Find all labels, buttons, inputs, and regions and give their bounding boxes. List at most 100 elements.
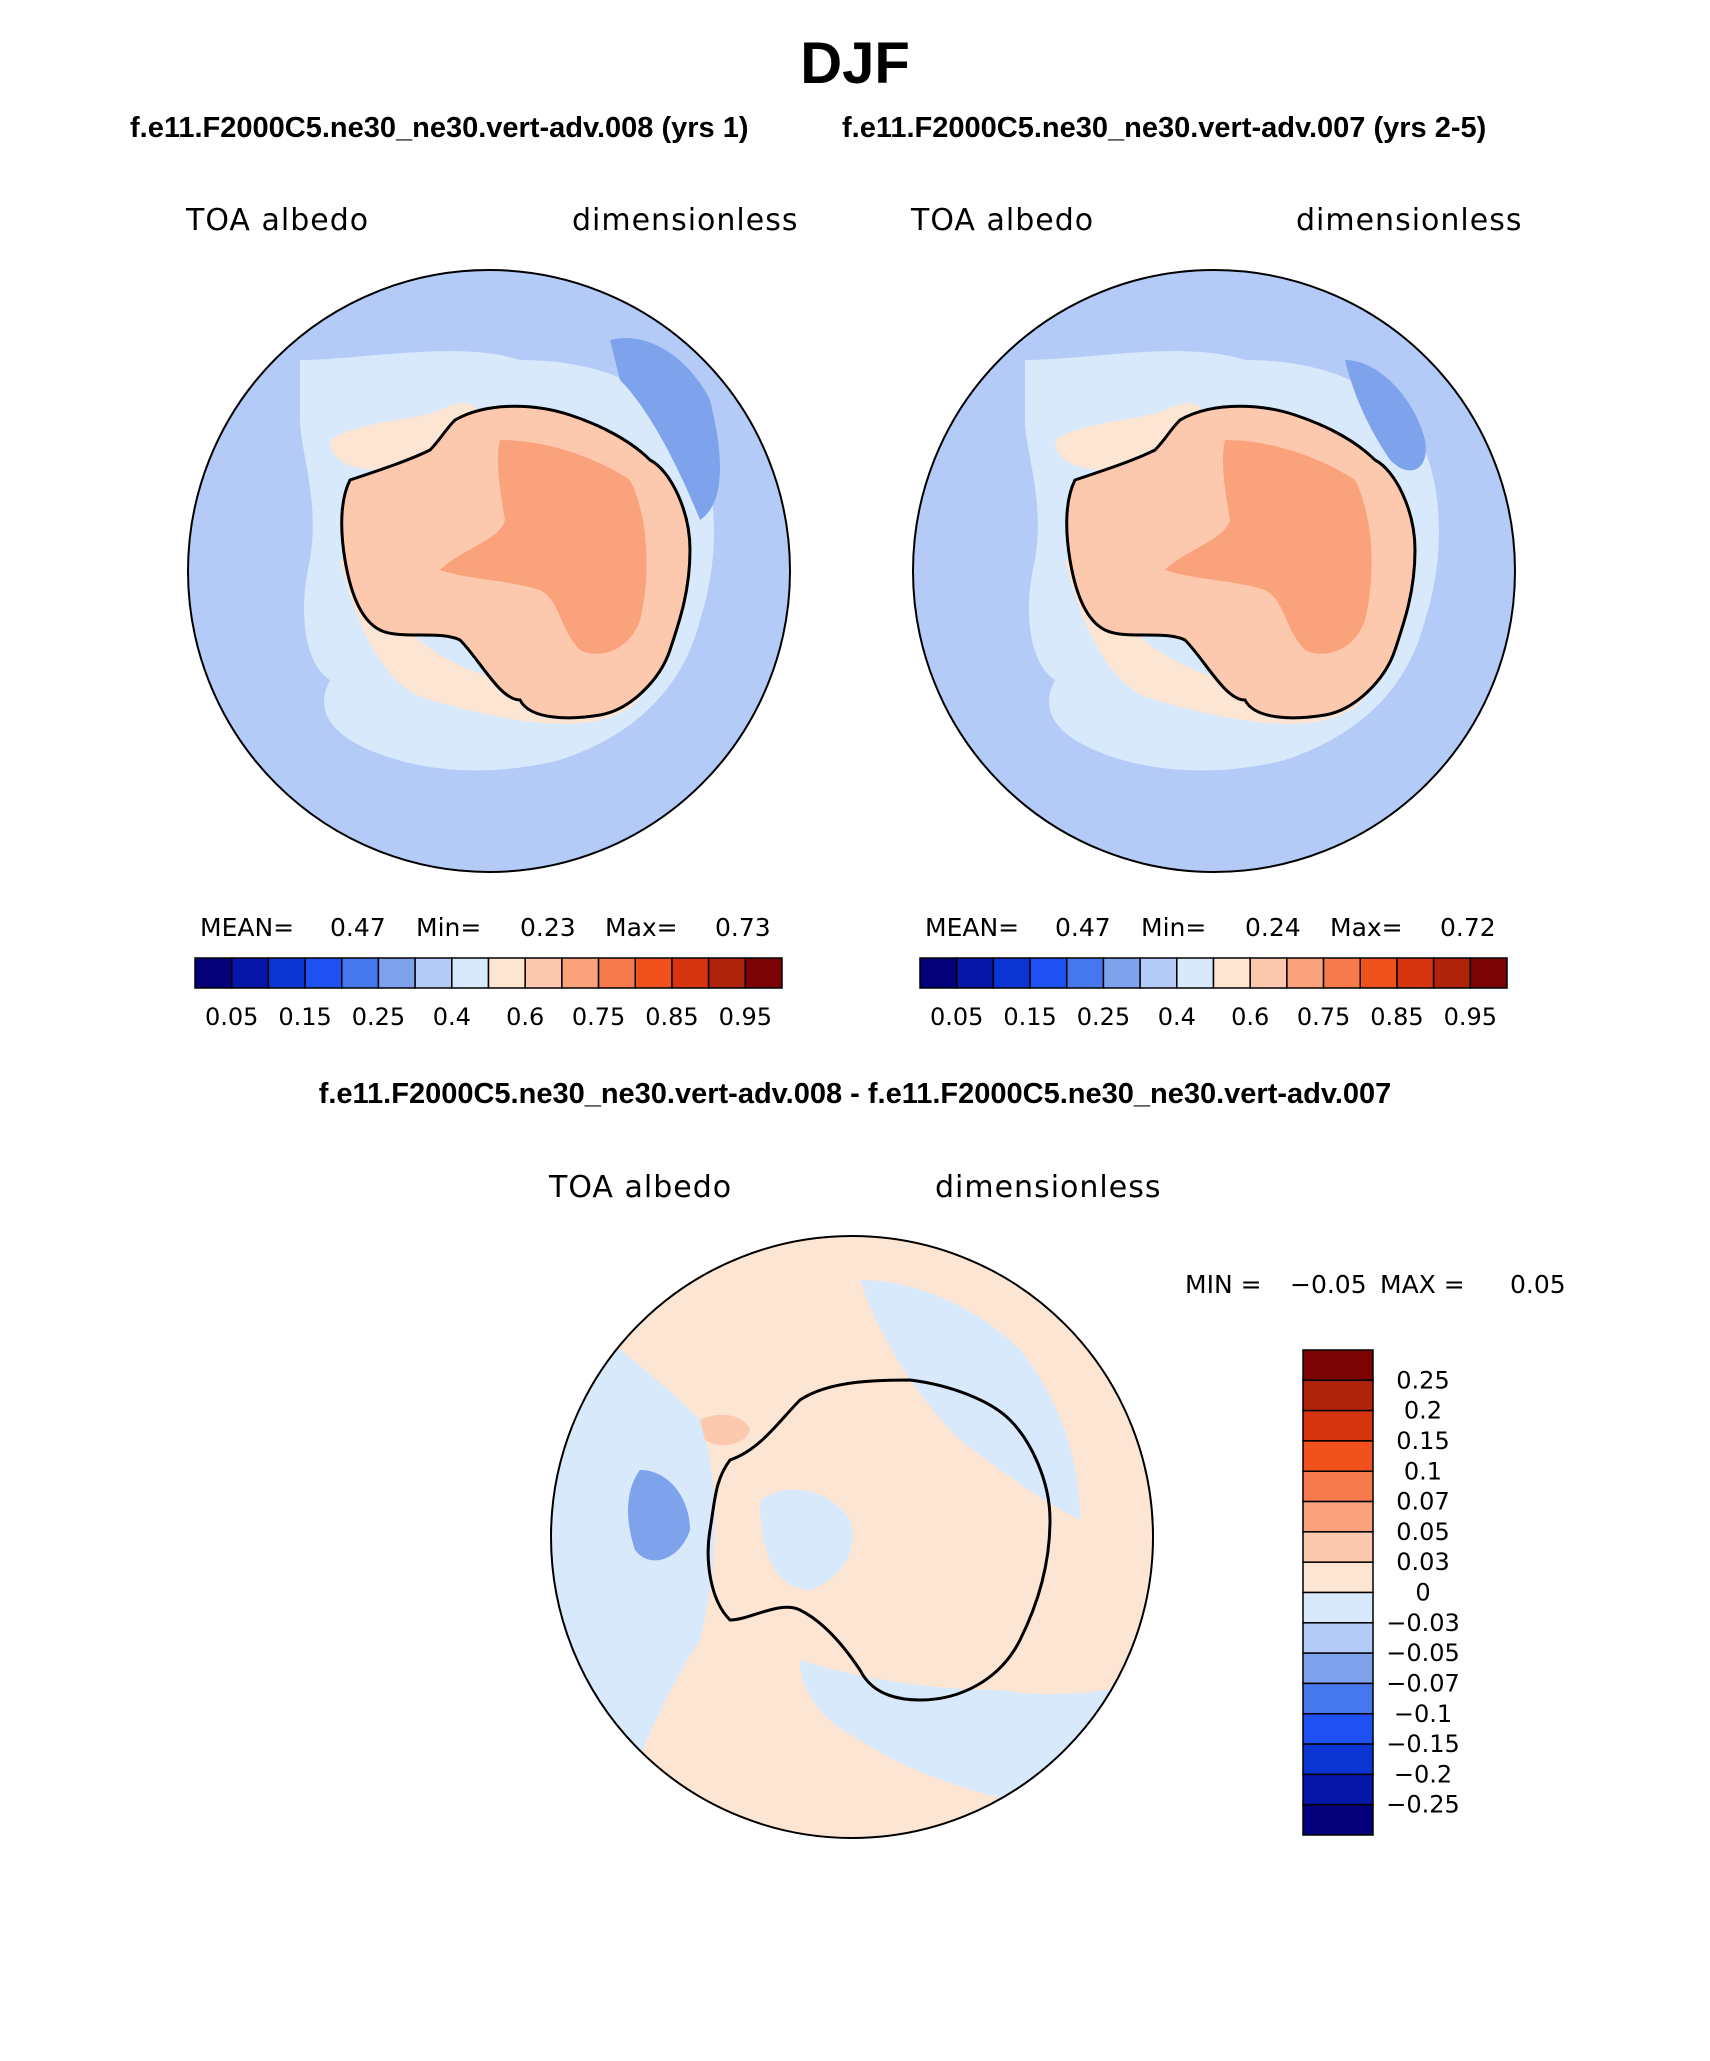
colorbar-tick-label: 0.6 bbox=[1231, 1003, 1269, 1031]
strong-positive-diff-patch bbox=[700, 1414, 750, 1446]
colorbar-box bbox=[1212, 957, 1251, 989]
panel2-min-label: Min= bbox=[1141, 913, 1207, 942]
panel2-max-label: Max= bbox=[1330, 913, 1403, 942]
map-boundary bbox=[550, 1235, 1154, 1839]
colorbar-box bbox=[1066, 957, 1105, 989]
main-title: DJF bbox=[800, 31, 910, 96]
coastal-cloud-band bbox=[1065, 560, 1369, 724]
map-boundary bbox=[187, 269, 791, 873]
colorbar-tick-label: −0.1 bbox=[1394, 1700, 1452, 1728]
colorbar-tick-label: −0.15 bbox=[1386, 1730, 1460, 1758]
negative-diff-region bbox=[760, 1489, 853, 1590]
colorbar-box bbox=[1302, 1470, 1374, 1503]
negative-diff-region bbox=[551, 1300, 715, 1800]
colorbar-box bbox=[1302, 1440, 1374, 1472]
colorbar-box bbox=[919, 957, 958, 989]
panel3-min-label: MIN = bbox=[1185, 1270, 1262, 1299]
colorbar-box bbox=[1396, 957, 1435, 989]
panel2-units-label: dimensionless bbox=[1296, 203, 1523, 238]
colorbar-box bbox=[955, 957, 995, 989]
colorbar-tick-label: 0.03 bbox=[1396, 1548, 1449, 1576]
colorbar-tick-label: 0.2 bbox=[1404, 1397, 1442, 1425]
colorbar-tick-label: 0 bbox=[1415, 1579, 1430, 1607]
case1-title: f.e11.F2000C5.ne30_ne30.vert-adv.008 (yr… bbox=[130, 112, 749, 144]
panel3-units-label: dimensionless bbox=[935, 1170, 1162, 1205]
panel1-units-label: dimensionless bbox=[572, 203, 799, 238]
colorbar-tick-label: −0.25 bbox=[1386, 1791, 1460, 1819]
colorbar-box bbox=[1469, 957, 1508, 989]
colorbar-tick-label: 0.07 bbox=[1396, 1488, 1449, 1516]
colorbar-tick-label: 0.05 bbox=[930, 1003, 983, 1031]
colorbar-box bbox=[194, 957, 233, 989]
high-albedo-plateau bbox=[1165, 440, 1372, 654]
colorbar-tick-label: 0.75 bbox=[1297, 1003, 1350, 1031]
colorbar-box bbox=[992, 957, 1031, 989]
colorbar-box bbox=[1249, 957, 1288, 989]
colorbar-box bbox=[1302, 1622, 1374, 1654]
panel2-mean-label: MEAN= bbox=[925, 913, 1020, 942]
panel1-mean-label: MEAN= bbox=[200, 913, 295, 942]
negative-diff-region bbox=[860, 1280, 1080, 1520]
diff-title: f.e11.F2000C5.ne30_ne30.vert-adv.008 - f… bbox=[318, 1078, 1392, 1110]
colorbar-box bbox=[1302, 1379, 1374, 1412]
colorbar-box bbox=[597, 957, 636, 989]
coastal-cloud-band bbox=[340, 560, 644, 724]
colorbar-1: 0.05 0.15 0.25 0.4 0.6 0.75 0.85 0.95 bbox=[194, 957, 783, 1031]
colorbar-box bbox=[1302, 1773, 1374, 1806]
panel1-max-label: Max= bbox=[605, 913, 678, 942]
colorbar-tick-label: 0.4 bbox=[433, 1003, 471, 1031]
colorbar-box bbox=[1176, 957, 1215, 989]
panel2-mean-value: 0.47 bbox=[1055, 913, 1111, 942]
colorbar-box bbox=[341, 957, 380, 989]
panel1-max-value: 0.73 bbox=[715, 913, 771, 942]
case2-title: f.e11.F2000C5.ne30_ne30.vert-adv.007 (yr… bbox=[842, 112, 1487, 144]
colorbar-box bbox=[1302, 1349, 1374, 1382]
panel2-min-value: 0.24 bbox=[1245, 913, 1301, 942]
map-3 bbox=[550, 1235, 1154, 1839]
colorbar-tick-label: 0.6 bbox=[506, 1003, 544, 1031]
colorbar-box bbox=[634, 957, 673, 989]
map-2 bbox=[912, 269, 1516, 873]
colorbar-box bbox=[304, 957, 343, 989]
colorbar-box bbox=[1302, 1500, 1374, 1533]
colorbar-box bbox=[1102, 957, 1141, 989]
colorbar-box bbox=[1302, 1561, 1374, 1594]
coastline bbox=[340, 404, 692, 720]
colorbar-box bbox=[377, 957, 416, 989]
low-albedo-patch bbox=[1345, 360, 1426, 471]
colorbar-box bbox=[744, 957, 783, 989]
colorbar-box bbox=[1302, 1803, 1374, 1836]
panel3-min-value: −0.05 bbox=[1290, 1270, 1367, 1299]
panel1-mean-value: 0.47 bbox=[330, 913, 386, 942]
colorbar-box bbox=[414, 957, 453, 989]
colorbar-tick-label: 0.85 bbox=[1370, 1003, 1423, 1031]
colorbar-box bbox=[1302, 1409, 1374, 1442]
map-boundary bbox=[912, 269, 1516, 873]
colorbar-box bbox=[487, 957, 526, 989]
panel3-field-label: TOA albedo bbox=[549, 1170, 733, 1205]
colorbar-box bbox=[267, 957, 306, 989]
colorbar-box bbox=[1302, 1682, 1374, 1715]
colorbar-box bbox=[1432, 957, 1472, 989]
colorbar-tick-label: 0.25 bbox=[1077, 1003, 1130, 1031]
colorbar-3: 0.250.20.150.10.070.050.030−0.03−0.05−0.… bbox=[1302, 1349, 1460, 1836]
colorbar-box bbox=[561, 957, 600, 989]
colorbar-tick-label: 0.95 bbox=[719, 1003, 772, 1031]
colorbar-box bbox=[1302, 1743, 1374, 1776]
colorbar-tick-label: −0.05 bbox=[1386, 1639, 1460, 1667]
colorbar-box bbox=[1359, 957, 1398, 989]
colorbar-tick-label: 0.25 bbox=[352, 1003, 405, 1031]
panel1-min-value: 0.23 bbox=[520, 913, 576, 942]
colorbar-box bbox=[1286, 957, 1325, 989]
colorbar-box bbox=[230, 957, 270, 989]
colorbar-tick-label: 0.15 bbox=[1003, 1003, 1056, 1031]
colorbar-box bbox=[1029, 957, 1068, 989]
panel3-max-value: 0.05 bbox=[1510, 1270, 1566, 1299]
coastline bbox=[706, 1378, 1052, 1702]
colorbar-tick-label: 0.25 bbox=[1396, 1366, 1449, 1394]
colorbar-tick-label: 0.4 bbox=[1158, 1003, 1196, 1031]
colorbar-tick-label: 0.05 bbox=[205, 1003, 258, 1031]
colorbar-box bbox=[1302, 1713, 1374, 1745]
colorbar-box bbox=[1302, 1652, 1374, 1685]
